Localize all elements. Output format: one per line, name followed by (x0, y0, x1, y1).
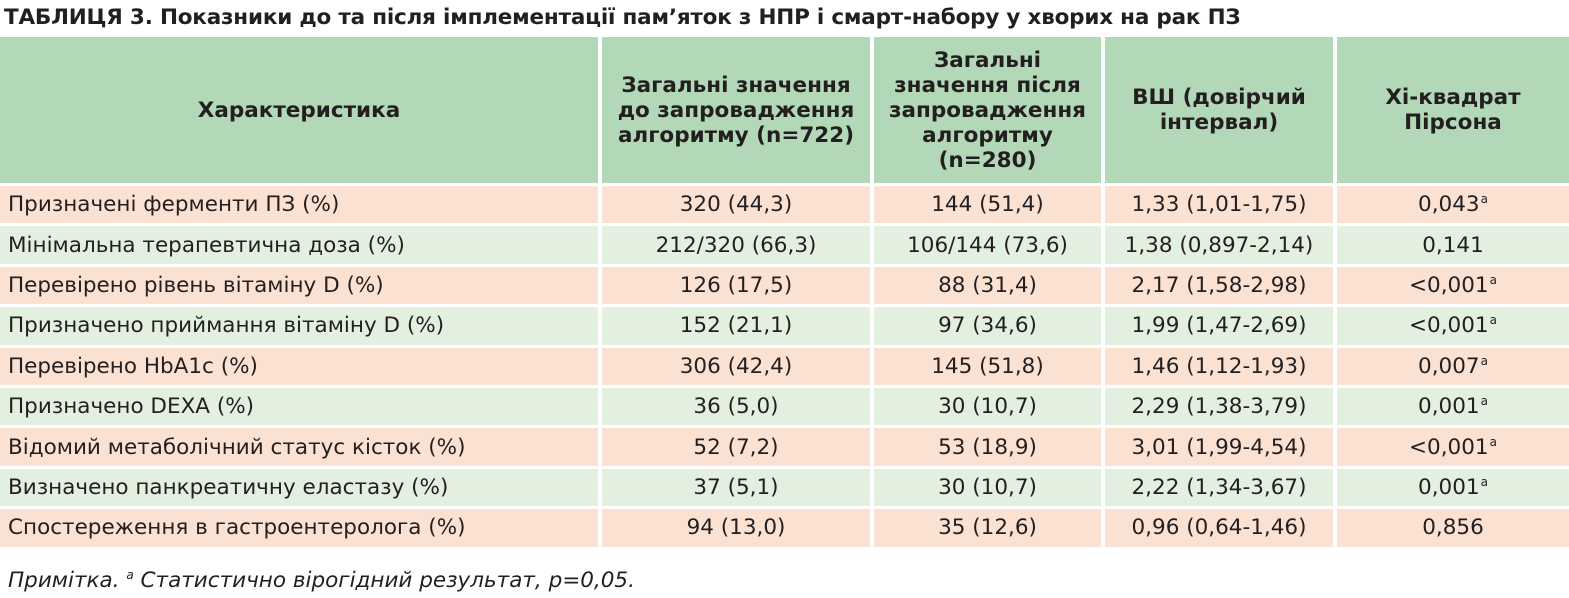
table-note: Примітка. a Статистично вірогідний резул… (8, 558, 1208, 593)
cell-or-ci: 0,96 (0,64-1,46) (1105, 509, 1337, 550)
cell-before: 52 (7,2) (602, 428, 874, 469)
cell-chi-square: 0,043a (1337, 186, 1569, 227)
table-row: Мінімальна терапевтична доза (%) 212/320 … (0, 226, 1569, 267)
chi-value: 0,001 (1418, 394, 1480, 420)
table-row: Призначені ферменти ПЗ (%) 320 (44,3) 144 … (0, 186, 1569, 227)
cell-before: 152 (21,1) (602, 307, 874, 348)
table-row: Призначено приймання вітаміну D (%) 152 (… (0, 307, 1569, 348)
cell-or-ci: 2,17 (1,58-2,98) (1105, 266, 1337, 308)
cell-chi-square: 0,001a (1337, 387, 1569, 429)
cell-after: 106/144 (73,6) (874, 226, 1105, 267)
table-row: Спостереження в гастроентеролога (%) 94 (… (0, 509, 1569, 550)
significance-mark: a (1489, 313, 1497, 328)
cell-characteristic: Перевірено HbA1c (%) (0, 347, 602, 388)
significance-mark: a (1489, 434, 1497, 449)
cell-after: 97 (34,6) (874, 307, 1105, 348)
cell-characteristic: Призначено приймання вітаміну D (%) (0, 307, 602, 348)
cell-after: 30 (10,7) (874, 468, 1105, 510)
cell-characteristic: Відомий метаболічний статус кісток (%) (0, 428, 602, 469)
cell-chi-square: 0,001a (1337, 468, 1569, 510)
significance-mark: a (1480, 192, 1488, 207)
chi-value: 0,141 (1422, 232, 1484, 258)
table-caption: ТАБЛИЦЯ 3. Показники до та після імплеме… (4, 5, 1241, 30)
chi-value: <0,001 (1409, 434, 1489, 460)
cell-before: 36 (5,0) (602, 387, 874, 429)
cell-after: 30 (10,7) (874, 387, 1105, 429)
cell-before: 306 (42,4) (602, 347, 874, 388)
chi-value: <0,001 (1409, 313, 1489, 339)
cell-after: 145 (51,8) (874, 347, 1105, 388)
cell-characteristic: Визначено панкреатичну еластазу (%) (0, 468, 602, 510)
header-after: Загальні значення після запровадження ал… (874, 37, 1105, 186)
significance-mark: a (1480, 353, 1488, 368)
chi-value: 0,043 (1418, 192, 1480, 218)
cell-before: 212/320 (66,3) (602, 226, 874, 267)
cell-or-ci: 2,22 (1,34-3,67) (1105, 468, 1337, 510)
header-chi-square-label: Хі-квадрат Пірсона (1385, 85, 1521, 135)
header-or-ci: ВШ (довірчий інтервал) (1105, 37, 1337, 186)
cell-chi-square: <0,001a (1337, 266, 1569, 308)
cell-or-ci: 1,99 (1,47-2,69) (1105, 307, 1337, 348)
note-mark: a (126, 568, 134, 582)
cell-chi-square: 0,856 (1337, 509, 1569, 550)
cell-after: 144 (51,4) (874, 186, 1105, 227)
significance-mark: a (1480, 394, 1488, 409)
cell-chi-square: 0,007a (1337, 347, 1569, 388)
note-text: Статистично вірогідний результат, р=0,05… (140, 568, 635, 593)
cell-characteristic: Призначені ферменти ПЗ (%) (0, 186, 602, 227)
cell-or-ci: 2,29 (1,38-3,79) (1105, 387, 1337, 429)
cell-before: 94 (13,0) (602, 509, 874, 550)
cell-or-ci: 1,33 (1,01-1,75) (1105, 186, 1337, 227)
cell-or-ci: 3,01 (1,99-4,54) (1105, 428, 1337, 469)
cell-or-ci: 1,46 (1,12-1,93) (1105, 347, 1337, 388)
table-row: Відомий метаболічний статус кісток (%) 52… (0, 428, 1569, 469)
chi-value: <0,001 (1409, 272, 1489, 298)
table-row: Перевірено HbA1c (%) 306 (42,4) 145 (51,8)… (0, 347, 1569, 388)
table-row: Визначено панкреатичну еластазу (%) 37 (5… (0, 468, 1569, 510)
table-row: Призначено DEXA (%) 36 (5,0) 30 (10,7) 2,29… (0, 387, 1569, 429)
cell-before: 126 (17,5) (602, 266, 874, 308)
header-after-label: Загальні значення після запровадження ал… (889, 47, 1086, 173)
chi-value: 0,007 (1418, 353, 1480, 379)
cell-characteristic: Спостереження в гастроентеролога (%) (0, 509, 602, 550)
cell-before: 320 (44,3) (602, 186, 874, 227)
cell-after: 35 (12,6) (874, 509, 1105, 550)
cell-after: 88 (31,4) (874, 266, 1105, 308)
header-or-ci-label: ВШ (довірчий інтервал) (1132, 85, 1306, 135)
cell-chi-square: <0,001a (1337, 428, 1569, 469)
cell-characteristic: Перевірено рівень вітаміну D (%) (0, 266, 602, 308)
cell-characteristic: Мінімальна терапевтична доза (%) (0, 226, 602, 267)
cell-after: 53 (18,9) (874, 428, 1105, 469)
data-table: Характеристика Загальні значення до запр… (0, 37, 1569, 550)
significance-mark: a (1489, 272, 1497, 287)
chi-value: 0,856 (1422, 515, 1484, 541)
cell-characteristic: Призначено DEXA (%) (0, 387, 602, 429)
table-row: Перевірено рівень вітаміну D (%) 126 (17,… (0, 266, 1569, 308)
cell-or-ci: 1,38 (0,897-2,14) (1105, 226, 1337, 267)
note-prefix: Примітка. (8, 568, 120, 593)
header-characteristic-label: Характеристика (197, 97, 401, 123)
header-characteristic: Характеристика (0, 37, 602, 186)
cell-before: 37 (5,1) (602, 468, 874, 510)
cell-chi-square: 0,141 (1337, 226, 1569, 267)
significance-mark: a (1480, 474, 1488, 489)
header-before-label: Загальні значення до запровадження алгор… (617, 72, 855, 148)
table-header-row: Характеристика Загальні значення до запр… (0, 37, 1569, 186)
header-before: Загальні значення до запровадження алгор… (602, 37, 874, 186)
header-chi-square: Хі-квадрат Пірсона (1337, 37, 1569, 186)
chi-value: 0,001 (1418, 474, 1480, 500)
cell-chi-square: <0,001a (1337, 307, 1569, 348)
